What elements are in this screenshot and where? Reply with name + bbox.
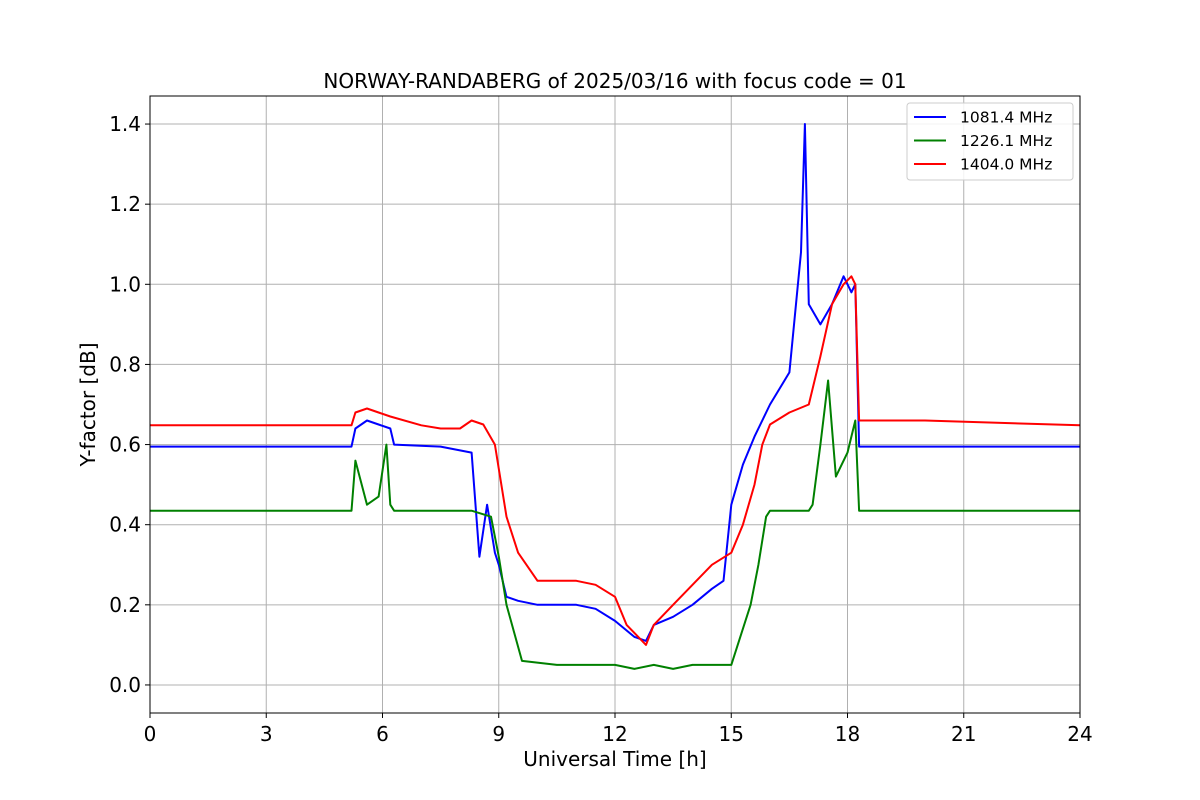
x-tick-label: 3 <box>260 722 273 746</box>
series-line-3 <box>150 275 1081 646</box>
y-axis-label: Y-factor [dB] <box>76 342 100 467</box>
x-tick-label: 15 <box>719 722 744 746</box>
legend-entries: 1081.4 MHz 1226.1 MHz 1404.0 MHz <box>914 109 1052 174</box>
y-tick-label: 1.2 <box>109 192 141 216</box>
y-tick-label: 0.0 <box>109 673 141 697</box>
x-tick-label: 9 <box>492 722 505 746</box>
legend: 1081.4 MHz 1226.1 MHz 1404.0 MHz <box>906 102 1074 181</box>
legend-label: 1081.4 MHz <box>960 109 1052 127</box>
x-tick-label: 21 <box>951 722 976 746</box>
y-tick-label: 1.0 <box>109 272 141 296</box>
legend-label: 1404.0 MHz <box>960 156 1052 174</box>
legend-box <box>906 102 1074 181</box>
y-tick-label: 0.6 <box>109 433 141 457</box>
series-line-2 <box>150 379 1080 670</box>
tick-layer: 0 3 6 9 12 15 18 21 24 0.0 0.2 0.4 0.6 0.8 1.0 1.2 1.4 <box>109 112 1093 746</box>
y-tick-label: 0.2 <box>109 593 141 617</box>
series-layer <box>150 123 1081 670</box>
legend-label: 1226.1 MHz <box>960 132 1052 150</box>
x-tick-label: 24 <box>1067 722 1092 746</box>
y-tick-label: 0.4 <box>109 513 141 537</box>
x-axis-label: Universal Time [h] <box>523 747 706 771</box>
x-tick-label: 6 <box>376 722 389 746</box>
x-tick-label: 18 <box>835 722 860 746</box>
chart-title: NORWAY-RANDABERG of 2025/03/16 with focu… <box>323 69 906 93</box>
y-tick-label: 1.4 <box>109 112 141 136</box>
x-tick-label: 0 <box>144 722 157 746</box>
x-tick-label: 12 <box>602 722 627 746</box>
y-tick-label: 0.8 <box>109 352 141 376</box>
